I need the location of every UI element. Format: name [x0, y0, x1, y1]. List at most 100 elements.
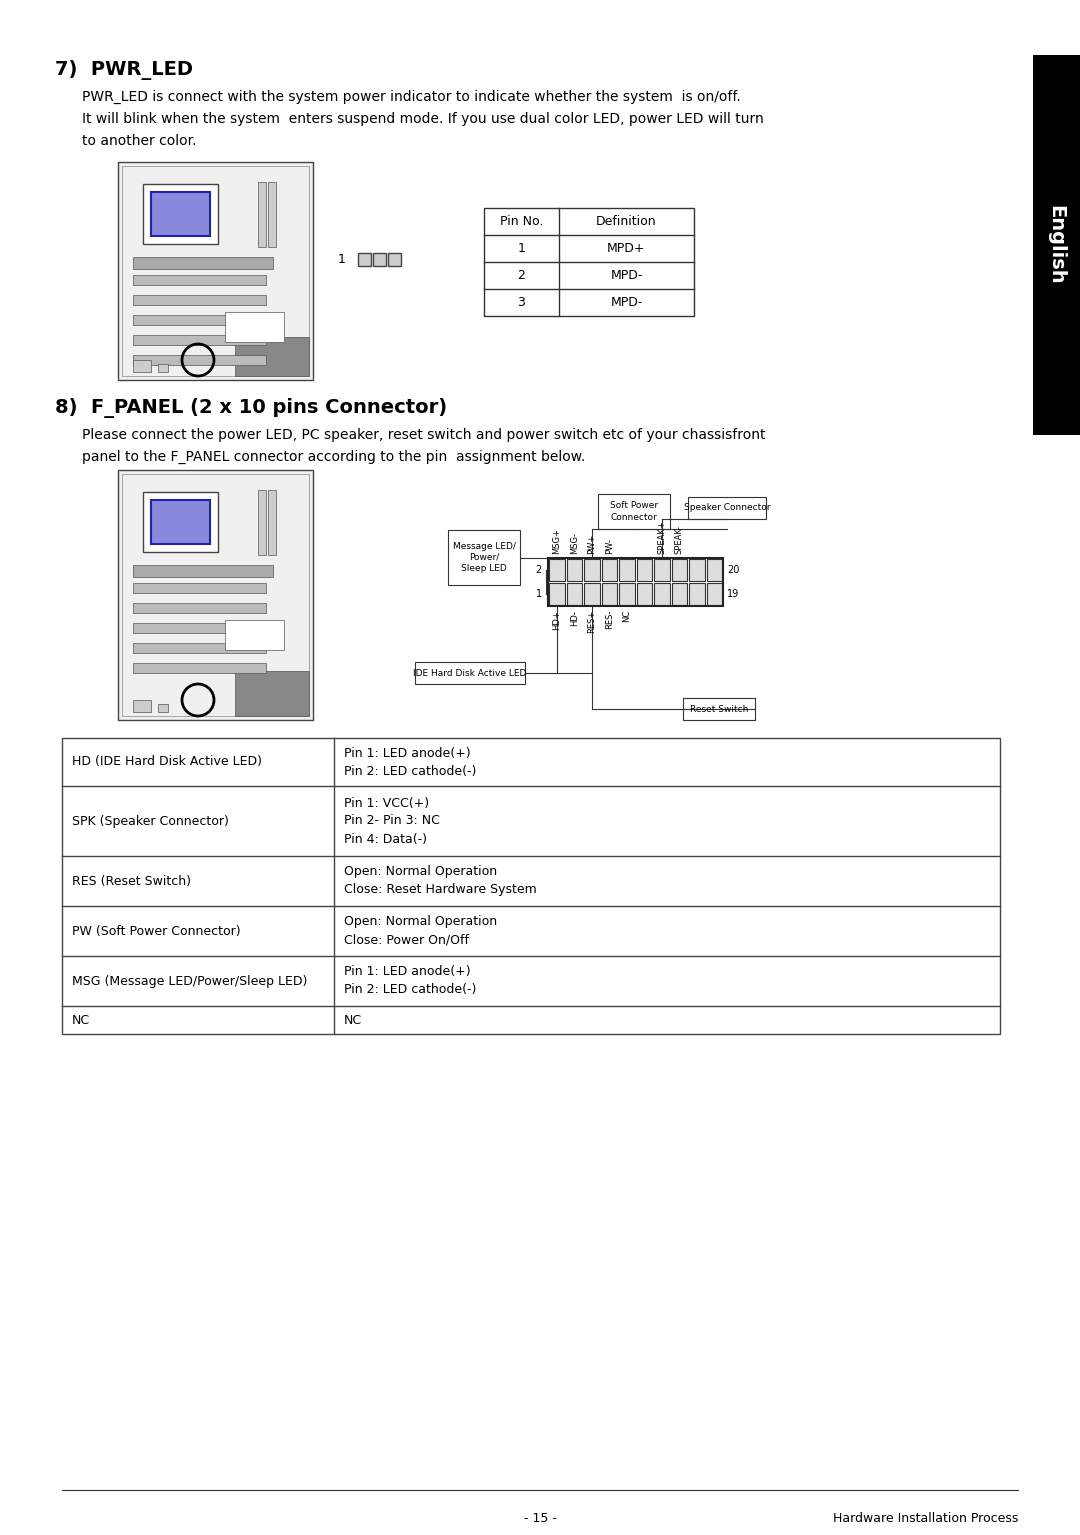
Bar: [619, 559, 635, 582]
Bar: [269, 490, 276, 556]
Bar: [258, 183, 267, 247]
Text: 1: 1: [536, 589, 542, 599]
Bar: [484, 209, 694, 316]
Text: MPD+: MPD+: [607, 243, 646, 255]
Text: - 15 -: - 15 -: [524, 1512, 556, 1524]
Bar: [133, 583, 266, 593]
Bar: [133, 295, 266, 305]
Text: 7)  PWR_LED: 7) PWR_LED: [55, 60, 193, 80]
Text: MSG+: MSG+: [552, 528, 562, 554]
Bar: [683, 698, 755, 720]
Bar: [133, 256, 273, 269]
Bar: [567, 583, 582, 605]
Bar: [567, 559, 582, 582]
Bar: [133, 603, 266, 612]
Text: MPD-: MPD-: [610, 296, 643, 309]
Text: MSG-: MSG-: [570, 533, 579, 554]
Text: Hardware Installation Process: Hardware Installation Process: [833, 1512, 1018, 1524]
Text: Open: Normal Operation: Open: Normal Operation: [345, 866, 497, 878]
Text: 2: 2: [517, 269, 526, 282]
Text: Reset Switch: Reset Switch: [690, 705, 748, 714]
Text: Pin 4: Data(-): Pin 4: Data(-): [345, 832, 427, 846]
Text: NC: NC: [72, 1013, 90, 1027]
Text: RES-: RES-: [605, 609, 613, 629]
Bar: [226, 620, 284, 649]
Bar: [672, 583, 687, 605]
Bar: [672, 559, 687, 582]
Bar: [636, 583, 652, 605]
Text: Speaker Connector: Speaker Connector: [684, 503, 770, 513]
Bar: [549, 559, 565, 582]
Bar: [133, 335, 266, 345]
Text: Soft Power
Connector: Soft Power Connector: [610, 502, 658, 522]
Bar: [619, 583, 635, 605]
Bar: [688, 497, 766, 519]
Bar: [133, 623, 266, 632]
Bar: [269, 183, 276, 247]
Text: RES (Reset Switch): RES (Reset Switch): [72, 875, 191, 887]
Text: Pin No.: Pin No.: [500, 215, 543, 229]
Bar: [373, 253, 386, 266]
Bar: [226, 312, 284, 342]
Text: MPD-: MPD-: [610, 269, 643, 282]
Bar: [258, 490, 267, 556]
Text: English: English: [1047, 206, 1066, 286]
Text: SPEAK+: SPEAK+: [658, 520, 666, 554]
Text: HD-: HD-: [570, 609, 579, 626]
Text: Pin 2: LED cathode(-): Pin 2: LED cathode(-): [345, 764, 476, 778]
Bar: [62, 738, 1000, 1035]
Bar: [602, 559, 617, 582]
Text: 3: 3: [517, 296, 526, 309]
Bar: [118, 163, 313, 381]
Bar: [133, 361, 151, 371]
Text: SPK (Speaker Connector): SPK (Speaker Connector): [72, 815, 229, 827]
Bar: [654, 583, 670, 605]
Bar: [122, 474, 309, 715]
Bar: [151, 500, 210, 543]
Bar: [133, 315, 266, 325]
Bar: [133, 565, 273, 577]
Bar: [548, 559, 723, 606]
Bar: [235, 671, 309, 715]
Text: panel to the F_PANEL connector according to the pin  assignment below.: panel to the F_PANEL connector according…: [82, 450, 585, 464]
Text: MSG (Message LED/Power/Sleep LED): MSG (Message LED/Power/Sleep LED): [72, 975, 308, 987]
Text: 8)  F_PANEL (2 x 10 pins Connector): 8) F_PANEL (2 x 10 pins Connector): [55, 398, 447, 418]
Bar: [415, 662, 525, 685]
Bar: [706, 583, 723, 605]
Bar: [235, 336, 309, 376]
Bar: [122, 166, 309, 376]
Text: 1: 1: [517, 243, 526, 255]
Text: HD+: HD+: [552, 609, 562, 629]
Text: 1: 1: [338, 253, 346, 266]
Text: Definition: Definition: [596, 215, 657, 229]
Bar: [448, 530, 519, 585]
Text: It will blink when the system  enters suspend mode. If you use dual color LED, p: It will blink when the system enters sus…: [82, 112, 764, 126]
Bar: [549, 583, 565, 605]
Bar: [143, 493, 218, 553]
Bar: [118, 470, 313, 720]
Text: to another color.: to another color.: [82, 134, 197, 147]
Text: Close: Reset Hardware System: Close: Reset Hardware System: [345, 884, 537, 896]
Text: PW+: PW+: [588, 534, 596, 554]
Bar: [689, 583, 704, 605]
Text: 2: 2: [536, 565, 542, 576]
Bar: [133, 275, 266, 286]
Bar: [654, 559, 670, 582]
Bar: [143, 184, 218, 244]
Bar: [357, 253, 372, 266]
Bar: [388, 253, 401, 266]
Bar: [158, 364, 168, 371]
Text: SPEAK-: SPEAK-: [675, 525, 684, 554]
Bar: [151, 192, 210, 236]
Text: Open: Normal Operation: Open: Normal Operation: [345, 915, 497, 929]
Text: Pin 1: VCC(+): Pin 1: VCC(+): [345, 797, 429, 809]
Bar: [133, 643, 266, 652]
Text: HD (IDE Hard Disk Active LED): HD (IDE Hard Disk Active LED): [72, 755, 262, 769]
Text: NC: NC: [622, 609, 631, 622]
Text: 19: 19: [727, 589, 739, 599]
Text: Pin 1: LED anode(+): Pin 1: LED anode(+): [345, 966, 471, 978]
Text: Close: Power On/Off: Close: Power On/Off: [345, 933, 469, 947]
Bar: [584, 583, 599, 605]
Text: PW-: PW-: [605, 537, 613, 554]
Text: Message LED/
Power/
Sleep LED: Message LED/ Power/ Sleep LED: [453, 542, 515, 573]
